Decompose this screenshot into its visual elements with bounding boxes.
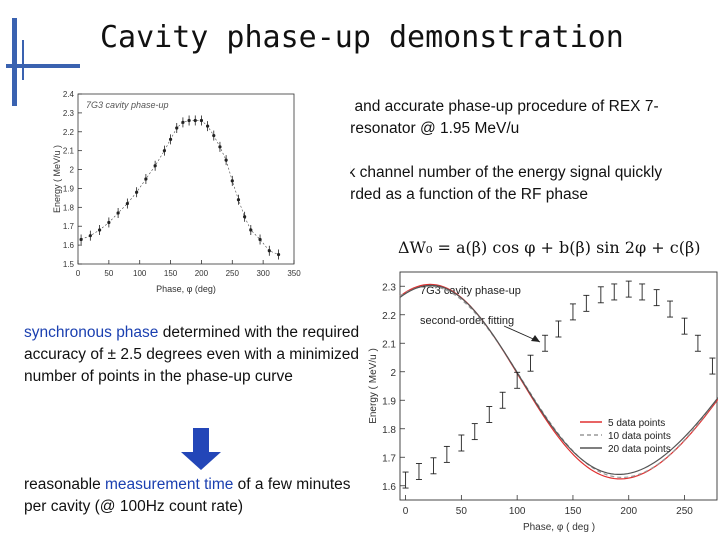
data-point [206, 124, 210, 128]
y-tick-label: 2 [390, 368, 396, 379]
legend-label: 20 data points [608, 444, 671, 455]
data-point [135, 190, 139, 194]
measurement-time-rest: of a few minutes per cavity (@ 100Hz cou… [24, 476, 351, 515]
y-tick-label: 2.2 [63, 128, 75, 137]
data-point [230, 179, 234, 183]
y-tick-label: 1.6 [63, 241, 75, 250]
decor-bar-vertical [12, 18, 17, 106]
data-point [258, 237, 262, 242]
y-tick-label: 1.7 [63, 222, 75, 231]
y-tick-label: 2.1 [63, 147, 75, 156]
legend-label: 5 data points [608, 418, 665, 429]
fit-annotation: second-order fitting [420, 315, 514, 327]
fit-curve-2 [399, 285, 718, 478]
y-tick-label: 1.9 [382, 396, 396, 407]
y-tick-label: 2.4 [63, 90, 75, 99]
decor-bar-horizontal [6, 64, 80, 68]
slide-title: Cavity phase-up demonstration [100, 20, 624, 55]
y-tick-label: 2 [70, 166, 75, 175]
data-point [98, 228, 102, 232]
data-point [249, 228, 253, 232]
annotation-arrow-head [531, 335, 540, 342]
phase-scan-chart: 7G3 cavity phase-up 1.5 1.6 1.7 1.8 1.9 2 2.1 2.… [50, 84, 350, 300]
synchronous-phase-text: synchronous phase determined with the re… [24, 322, 369, 388]
x-tick-label: 50 [456, 506, 468, 517]
y-tick-label: 2.3 [63, 109, 75, 118]
x-tick-label: 50 [104, 269, 113, 278]
data-point [218, 145, 222, 149]
fit-equation: ΔW₀ = a(β) cos φ + b(β) sin 2φ + c(β) [398, 238, 701, 257]
decor-bar-thin [22, 40, 24, 80]
data-point [116, 211, 120, 215]
y-tick-label: 1.7 [382, 453, 396, 464]
data-point [144, 177, 148, 181]
x-tick-label: 300 [256, 269, 270, 278]
y-tick-label: 1.8 [382, 425, 396, 436]
down-arrow-icon [181, 452, 221, 470]
x-tick-label: 250 [226, 269, 240, 278]
data-point [175, 126, 179, 130]
measurement-time-pre: reasonable [24, 476, 106, 493]
data-point [88, 234, 92, 238]
chart-title: 7G3 cavity phase-up [86, 100, 169, 110]
data-point [162, 149, 166, 153]
data-point [212, 133, 216, 138]
x-tick-label: 100 [133, 269, 147, 278]
data-point [168, 137, 173, 141]
fit-curve-3 [399, 284, 718, 476]
data-point [107, 220, 111, 225]
y-tick-label: 2.3 [382, 282, 396, 293]
x-tick-label: 100 [509, 506, 526, 517]
x-tick-label: 0 [403, 506, 409, 517]
fit-comparison-chart: 1.6 1.7 1.8 1.9 2 2.1 2.2 2.3 0 50 100 150 200 250 Pha… [366, 264, 718, 536]
data-point [243, 215, 247, 219]
y-axis-label: Energy ( MeV/u ) [52, 145, 62, 213]
x-tick-label: 0 [76, 269, 81, 278]
data-point [153, 164, 157, 168]
down-arrow-shaft [193, 428, 209, 454]
x-tick-label: 200 [195, 269, 209, 278]
y-tick-label: 1.5 [63, 260, 75, 269]
x-tick-label: 200 [620, 506, 637, 517]
plot-frame [77, 93, 295, 265]
data-point [236, 198, 241, 202]
data-point [79, 237, 83, 242]
measurement-time-text: reasonable measurement time of a few min… [24, 474, 364, 518]
data-point [199, 118, 204, 123]
point-fast-phase-up: Fast and accurate phase-up procedure of … [320, 98, 659, 137]
y-tick-label: 1.6 [382, 482, 396, 493]
data-point [267, 249, 271, 253]
point-peak-channel: Peak channel number of the energy signal… [320, 164, 663, 203]
data-point [276, 252, 281, 257]
measurement-time-highlight: measurement time [105, 476, 234, 493]
x-axis-label: Phase, φ (deg) [156, 284, 216, 294]
y-tick-label: 1.9 [63, 184, 75, 193]
data-point [193, 118, 197, 123]
x-tick-label: 150 [565, 506, 582, 517]
synchronous-phase-highlight: synchronous phase [24, 324, 159, 341]
x-tick-label: 350 [287, 269, 301, 278]
legend-label: 10 data points [608, 431, 671, 442]
data-point [187, 118, 191, 123]
x-tick-label: 250 [676, 506, 693, 517]
synchronous-phase-rest: determined with the required accuracy of… [24, 324, 360, 385]
x-axis-label: Phase, φ ( deg ) [523, 522, 595, 533]
y-tick-label: 2.1 [382, 339, 396, 350]
y-tick-label: 1.8 [63, 203, 75, 212]
y-axis-label: Energy ( MeV/u ) [368, 348, 379, 424]
x-tick-label: 150 [164, 269, 178, 278]
plot-frame [399, 271, 718, 501]
data-point [181, 120, 185, 124]
data-point [224, 158, 228, 162]
data-point [125, 201, 129, 206]
y-tick-label: 2.2 [382, 311, 396, 322]
